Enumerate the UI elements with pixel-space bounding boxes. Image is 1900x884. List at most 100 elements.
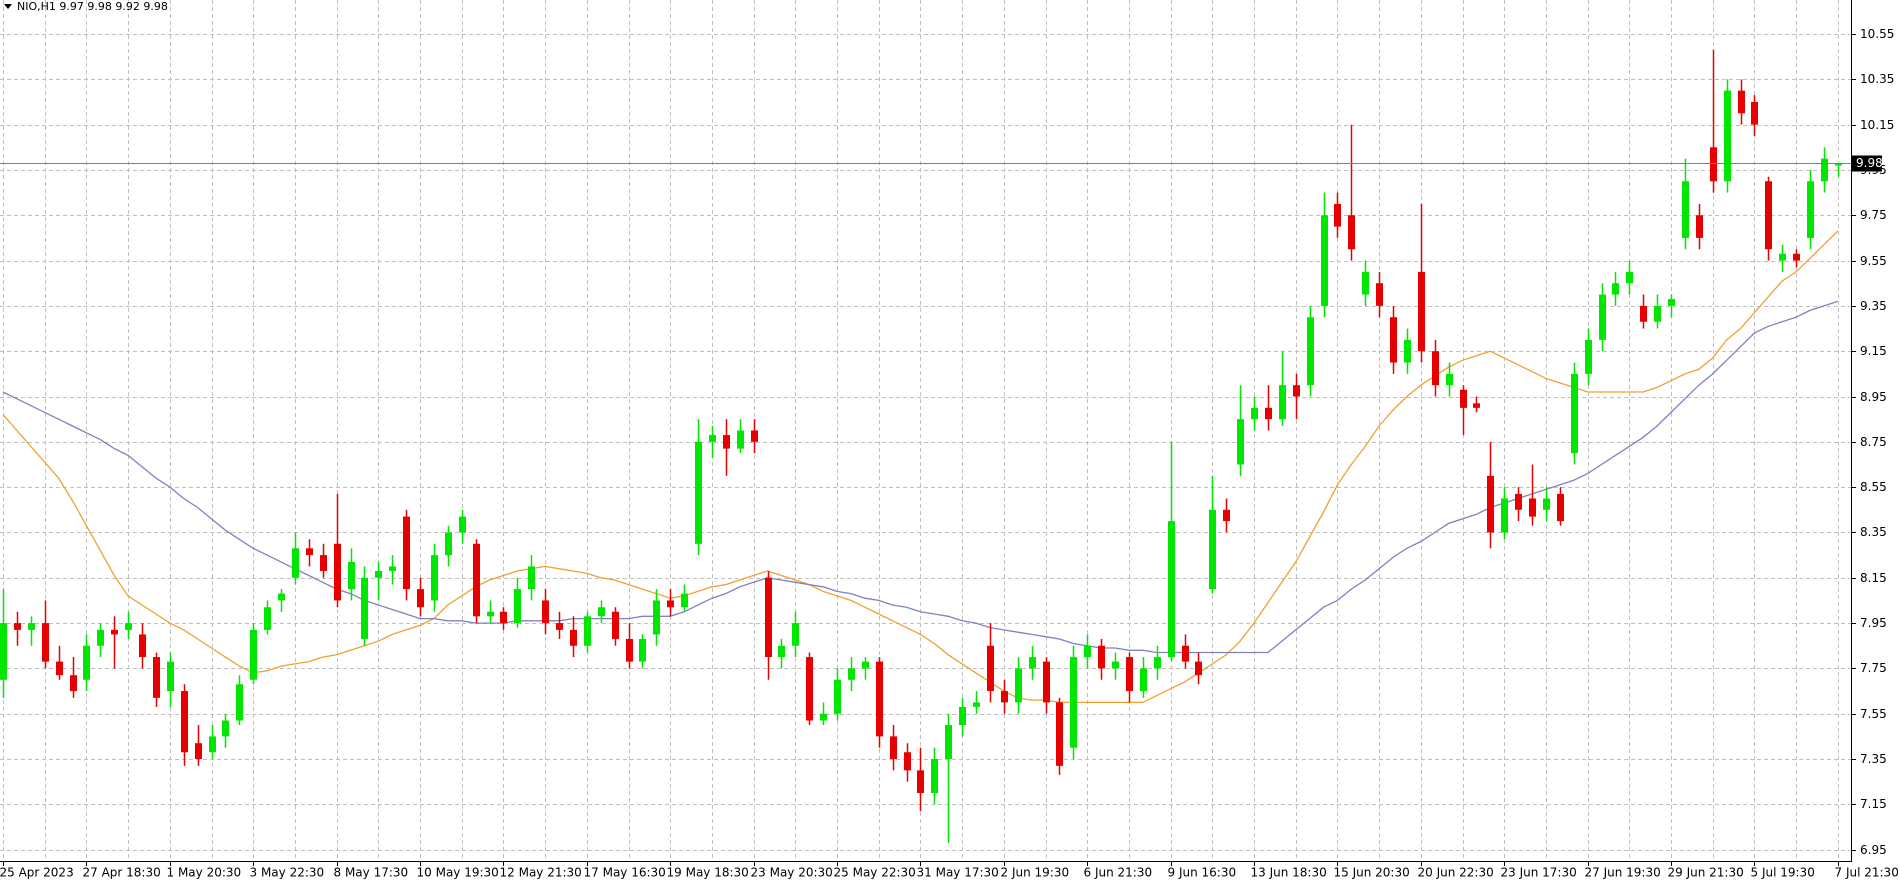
candle-body xyxy=(987,645,994,692)
label-layer: 6.95 7.15 7.35 7.55 7.75 7.95 8.15 8.35 8.55 8.75… xyxy=(0,27,1899,880)
candle-body xyxy=(153,657,160,698)
candle-body xyxy=(1209,509,1216,590)
candle-body xyxy=(1265,407,1272,420)
candle-body xyxy=(389,566,396,571)
x-tick-label: 1 May 20:30 xyxy=(167,866,242,880)
candle-body xyxy=(1112,661,1119,669)
candle-body xyxy=(1654,305,1661,322)
y-tick-label: 10.15 xyxy=(1860,118,1894,132)
x-tick-label: 3 May 22:30 xyxy=(250,866,325,880)
candle-body xyxy=(1682,181,1689,238)
candle-body xyxy=(806,657,813,721)
candle-body xyxy=(1348,215,1355,250)
y-tick-label: 9.55 xyxy=(1860,254,1887,268)
candle-body xyxy=(417,589,424,608)
candle-body xyxy=(1585,339,1592,374)
candle-body xyxy=(278,593,285,601)
x-tick-label: 17 May 16:30 xyxy=(584,866,666,880)
candle-body xyxy=(931,759,938,794)
x-tick-label: 23 May 20:30 xyxy=(751,866,833,880)
candle-body xyxy=(28,623,35,630)
x-tick-label: 9 Jun 16:30 xyxy=(1168,866,1237,880)
candle-body xyxy=(1237,419,1244,465)
current-price-label: 9.98 xyxy=(1856,156,1883,170)
candle-body xyxy=(1126,657,1133,692)
symbol-menu-arrow[interactable] xyxy=(4,4,12,9)
candle-body xyxy=(236,684,243,721)
candle-body xyxy=(445,532,452,556)
y-tick-label: 7.95 xyxy=(1860,616,1887,630)
candle-body xyxy=(1446,373,1453,386)
y-tick-label: 9.35 xyxy=(1860,299,1887,313)
y-tick-label: 7.15 xyxy=(1860,797,1887,811)
candle-body xyxy=(695,441,702,544)
candle-body xyxy=(1418,271,1425,352)
candle-body xyxy=(250,629,257,680)
candle-body xyxy=(97,629,104,646)
candle-body xyxy=(848,668,855,680)
candle-body xyxy=(139,634,146,658)
candle-body xyxy=(209,736,216,753)
candle-body xyxy=(528,566,535,590)
candle-body xyxy=(1710,147,1717,182)
candle-body xyxy=(1404,339,1411,363)
candle-body xyxy=(1279,385,1286,420)
candle-body xyxy=(167,661,174,692)
y-tick-label: 9.15 xyxy=(1860,344,1887,358)
candle-body xyxy=(1168,521,1175,658)
symbol-header: NIO,H1 9.97 9.98 9.92 9.98 xyxy=(17,0,168,13)
candle-body xyxy=(959,706,966,726)
candle-body xyxy=(1640,305,1647,322)
x-tick-label: 8 May 17:30 xyxy=(334,866,409,880)
candle-body xyxy=(653,600,660,635)
candle-body xyxy=(83,645,90,680)
candle-body xyxy=(1390,317,1397,363)
candle-body xyxy=(1084,645,1091,658)
candle-body xyxy=(292,548,299,578)
candle-body xyxy=(904,752,911,771)
y-tick-label: 7.35 xyxy=(1860,752,1887,766)
candle-body xyxy=(14,623,21,630)
candle-body xyxy=(459,516,466,533)
y-tick-label: 10.35 xyxy=(1860,72,1894,86)
candle-body xyxy=(820,713,827,721)
candle-body xyxy=(1070,657,1077,748)
candle-body xyxy=(1473,403,1480,408)
x-tick-label: 31 May 17:30 xyxy=(917,866,999,880)
candle-body xyxy=(1154,657,1161,669)
candle-body xyxy=(403,516,410,590)
candle-body xyxy=(612,611,619,639)
candle-body xyxy=(111,629,118,635)
candle-body xyxy=(1029,657,1036,669)
x-tick-label: 19 May 18:30 xyxy=(667,866,749,880)
candle-body xyxy=(1460,389,1467,408)
candle-body xyxy=(1362,271,1369,295)
x-tick-label: 12 May 21:30 xyxy=(500,866,582,880)
y-tick-label: 7.75 xyxy=(1860,661,1887,675)
x-tick-label: 25 May 22:30 xyxy=(834,866,916,880)
candle-body xyxy=(1626,271,1633,284)
candle-body xyxy=(626,638,633,662)
candle-body xyxy=(778,645,785,658)
candle-body xyxy=(1293,385,1300,397)
x-tick-label: 27 Apr 18:30 xyxy=(83,866,161,880)
candle-body xyxy=(1307,317,1314,386)
y-tick-label: 8.55 xyxy=(1860,480,1887,494)
candle-body xyxy=(42,623,49,662)
candle-body xyxy=(473,543,480,617)
candle-body xyxy=(1001,691,1008,703)
candle-body xyxy=(723,435,730,449)
candle-body xyxy=(584,616,591,646)
grid-layer xyxy=(0,0,1851,861)
candle-body xyxy=(1334,203,1341,227)
candle-body xyxy=(1321,215,1328,306)
candle-body xyxy=(1738,90,1745,114)
candle-body xyxy=(125,623,132,630)
candle-body xyxy=(1223,509,1230,522)
candle-body xyxy=(1056,702,1063,766)
candle-body xyxy=(973,702,980,707)
y-tick-label: 8.95 xyxy=(1860,390,1887,404)
candle-body xyxy=(598,607,605,617)
